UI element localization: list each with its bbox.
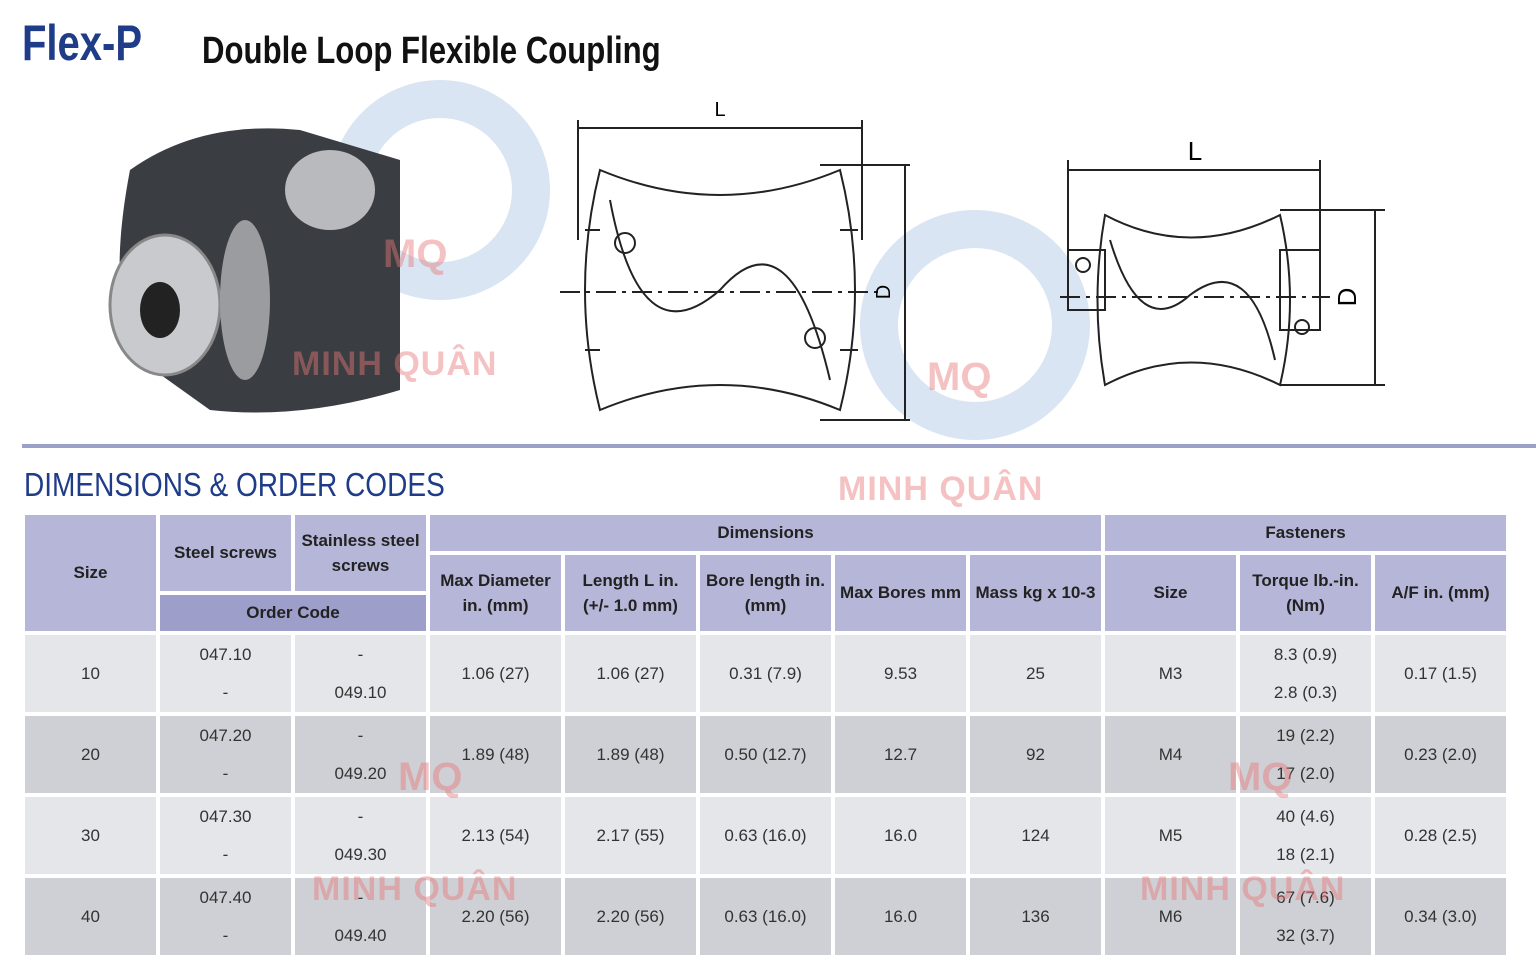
table-cell: 2.17 (55) [563,795,698,876]
table-cell: 2.20 (56) [563,876,698,957]
table-cell: 25 [968,633,1103,714]
table-cell: 0.50 (12.7) [698,714,833,795]
table-cell: 136 [968,876,1103,957]
table-cell: 049.10 [293,674,428,714]
dimension-label: D [1332,288,1362,307]
table-cell: 049.30 [293,836,428,876]
table-cell: 047.40 [158,876,293,917]
header-cell: Stainless steel screws [293,513,428,593]
table-cell: - [293,714,428,755]
table-cell: 12.7 [833,714,968,795]
drawing-right [1060,160,1385,387]
watermark-text: MINH QUÂN [292,345,498,383]
header-cell: Bore length in. (mm) [698,553,833,633]
header-cell: Fasteners [1103,513,1508,553]
table-cell: 10 [23,633,158,714]
table-cell: - [158,836,293,876]
header-cell: A/F in. (mm) [1373,553,1508,633]
table-cell: - [158,674,293,714]
table-cell: 049.20 [293,755,428,795]
header-cell: Length L in. (+/- 1.0 mm) [563,553,698,633]
watermark-text: MINH QUÂN [312,870,518,908]
table-cell: 0.31 (7.9) [698,633,833,714]
table-cell: M3 [1103,633,1238,714]
table-cell: M5 [1103,795,1238,876]
table-cell: M6 [1103,876,1238,957]
watermark-text: MINH QUÂN [838,470,1044,508]
table-cell: 40 (4.6) [1238,795,1373,836]
dimension-label: D [873,285,895,299]
table-cell: 32 (3.7) [1238,917,1373,957]
table-cell: - [293,876,428,917]
dimension-label: L [1188,136,1202,166]
table-cell: 0.23 (2.0) [1373,714,1508,795]
header-cell: Order Code [158,593,428,633]
watermark-logo: MQ [398,755,463,799]
table-cell: 0.28 (2.5) [1373,795,1508,876]
header-cell: Torque lb.-in. (Nm) [1238,553,1373,633]
header-cell: Size [1103,553,1238,633]
drawing-left [560,120,910,421]
watermark-logo: MQ [927,355,992,399]
table-cell: 16.0 [833,876,968,957]
table-cell: 8.3 (0.9) [1238,633,1373,674]
table-cell: - [158,917,293,957]
table-cell: 047.30 [158,795,293,836]
header-cell: Max Diameter in. (mm) [428,553,563,633]
table-cell: 16.0 [833,795,968,876]
table-cell: 0.17 (1.5) [1373,633,1508,714]
header-cell: Max Bores mm [833,553,968,633]
header-cell: Mass kg x 10-3 [968,553,1103,633]
product-photo [108,128,400,413]
watermark-text: MINH QUÂN [1140,870,1346,908]
illustrations: L D L D [108,99,1385,421]
table-cell: 049.40 [293,917,428,957]
table-cell: 40 [23,876,158,957]
table-cell: - [293,795,428,836]
divider [22,444,1536,448]
table-cell: 047.20 [158,714,293,755]
page-title: Double Loop Flexible Coupling [202,30,661,72]
table-cell: 18 (2.1) [1238,836,1373,876]
header-cell: Steel screws [158,513,293,593]
table-cell: 1.89 (48) [563,714,698,795]
table-cell: 1.06 (27) [563,633,698,714]
watermark-logo: MQ [1228,755,1293,799]
table-cell: 047.10 [158,633,293,674]
table-cell: 20 [23,714,158,795]
table-cell: 1.06 (27) [428,633,563,714]
table-cell: 9.53 [833,633,968,714]
table-cell: 2.20 (56) [428,876,563,957]
table-cell: 0.63 (16.0) [698,876,833,957]
table-cell: 17 (2.0) [1238,755,1373,795]
watermark-logo: MQ [383,232,448,276]
table-cell: 0.34 (3.0) [1373,876,1508,957]
table-cell: 124 [968,795,1103,876]
table-cell: - [158,755,293,795]
section-title: DIMENSIONS & ORDER CODES [24,466,445,503]
table-cell: - [293,633,428,674]
table-cell: 67 (7.6) [1238,876,1373,917]
table-cell: 2.13 (54) [428,795,563,876]
dimension-label: L [714,99,725,121]
brand: Flex-P [22,15,143,71]
header-cell: Dimensions [428,513,1103,553]
table-cell: 1.89 (48) [428,714,563,795]
table-cell: 19 (2.2) [1238,714,1373,755]
table-cell: 92 [968,714,1103,795]
table-cell: 0.63 (16.0) [698,795,833,876]
table-cell: 2.8 (0.3) [1238,674,1373,714]
table-cell: M4 [1103,714,1238,795]
header-cell: Size [23,513,158,633]
table-cell: 30 [23,795,158,876]
